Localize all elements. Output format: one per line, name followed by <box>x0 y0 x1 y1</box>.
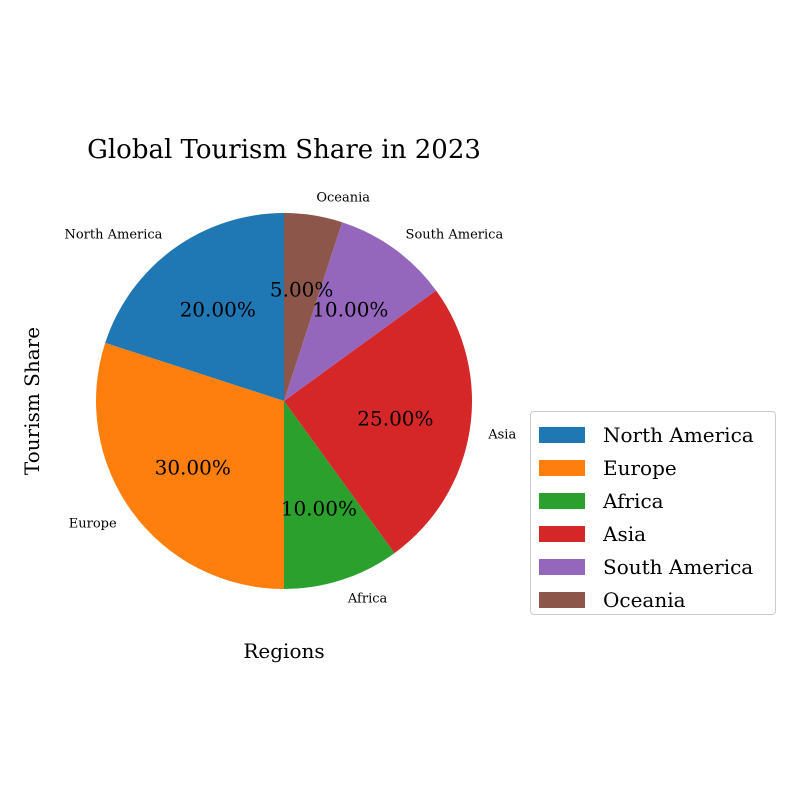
pie-slice-asia <box>284 290 472 554</box>
legend-label: Asia <box>603 521 647 546</box>
pie-slice-africa <box>284 401 395 589</box>
category-label: Europe <box>69 517 117 532</box>
category-label: North America <box>64 228 162 243</box>
category-label: Oceania <box>316 191 370 206</box>
percent-label: 10.00% <box>281 496 357 520</box>
percent-label: 10.00% <box>312 298 388 322</box>
legend-label: South America <box>603 554 754 579</box>
legend-swatch <box>539 459 585 476</box>
y-axis-label: Tourism Share <box>20 327 44 475</box>
pie-slices <box>95 213 472 589</box>
legend: North America Europe Africa Asia South Ameri… <box>530 411 776 615</box>
legend-swatch <box>539 558 585 575</box>
pie-slice-north-america <box>105 213 284 401</box>
category-label: Africa <box>347 592 388 607</box>
pie-slice-europe <box>95 342 284 589</box>
legend-swatch <box>539 591 585 608</box>
legend-item: North America <box>531 418 775 451</box>
percent-labels: 20.00%30.00%10.00%25.00%10.00%5.00% <box>155 278 434 521</box>
percent-label: 25.00% <box>357 407 433 431</box>
x-axis-label: Regions <box>243 639 324 663</box>
legend-label: Europe <box>603 455 677 480</box>
legend-item: Europe <box>531 451 775 484</box>
legend-item: Africa <box>531 484 775 517</box>
pie-slice-oceania <box>284 213 343 401</box>
legend-swatch <box>539 525 585 542</box>
chart-title: Global Tourism Share in 2023 <box>87 135 481 165</box>
category-label: Asia <box>487 427 516 442</box>
legend-label: North America <box>603 422 754 447</box>
percent-label: 20.00% <box>180 298 256 322</box>
legend-label: Africa <box>603 488 664 513</box>
pie-slice-south-america <box>284 222 437 401</box>
legend-item: Asia <box>531 517 775 550</box>
category-labels: North America Europe Africa Asia South Ameri… <box>64 191 516 607</box>
percent-label: 5.00% <box>270 278 334 302</box>
percent-label: 30.00% <box>155 455 231 479</box>
legend-item: South America <box>531 550 775 583</box>
legend-item: Oceania <box>531 583 775 616</box>
category-label: South America <box>406 228 504 243</box>
legend-label: Oceania <box>603 587 686 612</box>
legend-swatch <box>539 426 585 443</box>
legend-swatch <box>539 492 585 509</box>
